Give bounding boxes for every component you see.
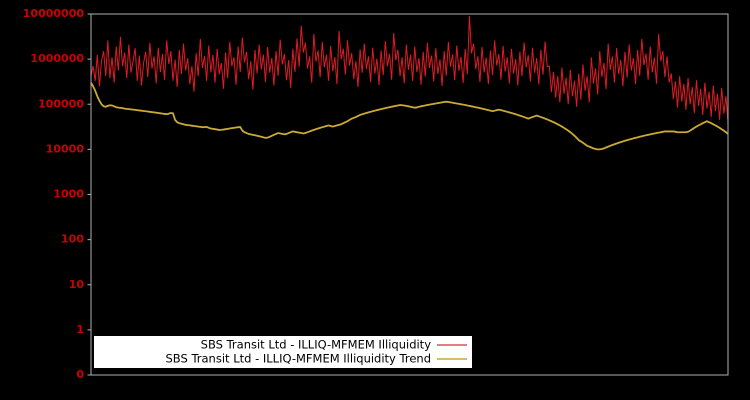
legend-label-illiquidity-trend: SBS Transit Ltd - ILLIQ-MFMEM Illiquidit…	[166, 352, 432, 366]
legend-label-illiquidity: SBS Transit Ltd - ILLIQ-MFMEM Illiquidit…	[201, 338, 432, 352]
legend-background	[94, 336, 472, 368]
y-tick-label: 1	[76, 323, 84, 336]
plot-frame	[90, 13, 729, 376]
y-tick-label: 10	[69, 278, 85, 291]
legend[interactable]: SBS Transit Ltd - ILLIQ-MFMEM Illiquidit…	[94, 336, 472, 368]
series-illiquidity	[90, 16, 729, 123]
y-axis-ticks	[87, 13, 91, 376]
y-tick-label: 1000000	[30, 52, 84, 65]
series-illiquidity-trend-path	[90, 82, 729, 151]
plot-area-background	[91, 14, 728, 375]
y-tick-label: 100	[61, 233, 84, 246]
series-illiquidity-path	[90, 16, 729, 123]
y-tick-label: 10000000	[23, 7, 85, 20]
y-tick-label: 1000	[53, 188, 84, 201]
series-illiquidity-trend	[90, 82, 729, 151]
y-tick-label: 100000	[38, 97, 84, 110]
y-tick-label: 10000	[46, 142, 85, 155]
y-tick-label: 0	[76, 368, 84, 381]
